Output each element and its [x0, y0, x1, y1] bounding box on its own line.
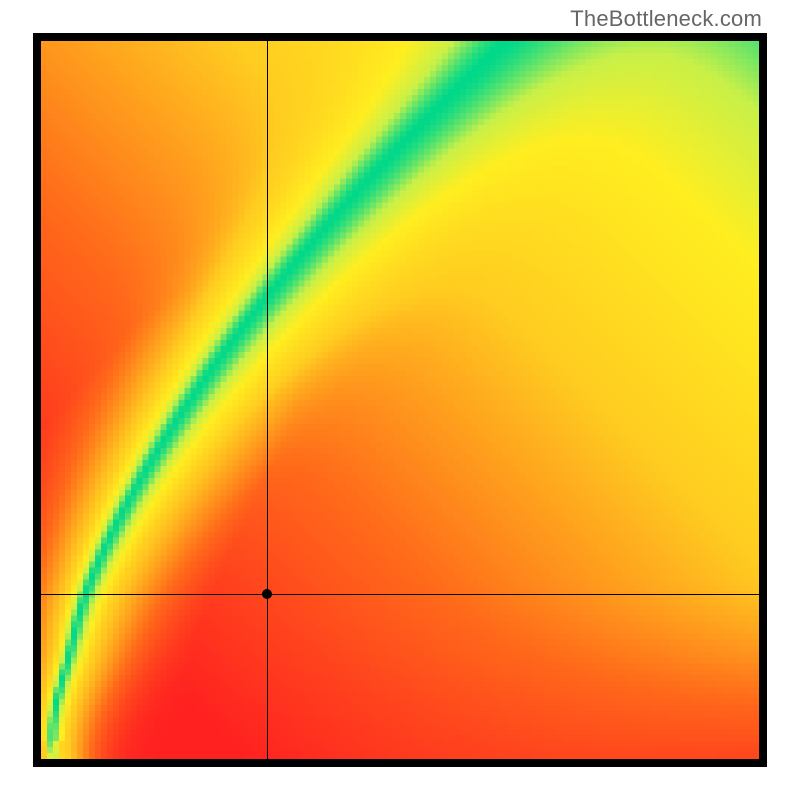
page-container: TheBottleneck.com [0, 0, 800, 800]
crosshair-horizontal-line [41, 594, 759, 595]
plot-area [41, 41, 759, 759]
crosshair-vertical-line [267, 41, 268, 759]
watermark-text: TheBottleneck.com [570, 6, 762, 32]
plot-border [33, 33, 767, 767]
crosshair-dot [262, 589, 272, 599]
heatmap-canvas [41, 41, 759, 759]
